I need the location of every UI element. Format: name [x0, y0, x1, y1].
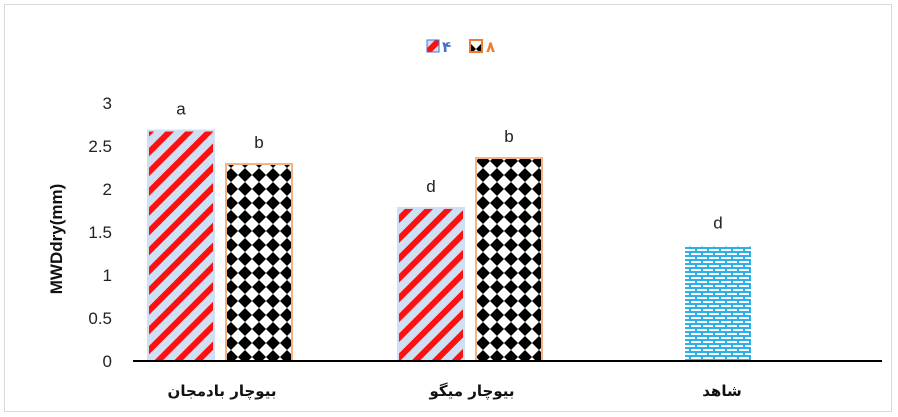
bars	[147, 129, 751, 362]
bar-series-2-cat-2	[475, 157, 543, 362]
significance-label: a	[176, 100, 186, 119]
y-tick-label: 1	[103, 266, 112, 285]
bar-control	[685, 246, 751, 361]
legend-label-series-1: ۴	[442, 38, 451, 56]
legend-swatch-series-1	[426, 39, 440, 53]
significance-label: b	[504, 127, 513, 146]
bar-series-1-cat-1	[147, 129, 215, 362]
y-tick-label: 0.5	[88, 309, 112, 328]
x-category-label: شاهد	[702, 382, 741, 400]
y-tick-label: 0	[103, 352, 112, 371]
significance-label: d	[426, 177, 435, 196]
legend-label-series-2: ۸	[486, 38, 495, 56]
y-tick-label: 2.5	[88, 137, 112, 156]
significance-label: d	[713, 214, 722, 233]
bar-series-1-cat-2	[397, 206, 465, 362]
x-category-label: بیوچار میگو	[429, 382, 515, 401]
y-axis-ticks: 0 0.5 1 1.5 2 2.5 3	[88, 94, 112, 371]
y-axis-label: MWDdry(mm)	[47, 184, 66, 295]
y-tick-label: 2	[103, 180, 112, 199]
category-labels: بیوچار بادمجان بیوچار میگو شاهد	[168, 382, 742, 401]
legend: ۴ ۸	[426, 38, 495, 56]
bar-series-2-cat-1	[225, 163, 293, 362]
significance-label: b	[254, 133, 263, 152]
y-tick-label: 3	[103, 94, 112, 113]
x-category-label: بیوچار بادمجان	[168, 382, 277, 401]
y-tick-label: 1.5	[88, 223, 112, 242]
significance-labels: a d b b d	[176, 100, 722, 233]
legend-swatch-series-2	[469, 39, 483, 53]
